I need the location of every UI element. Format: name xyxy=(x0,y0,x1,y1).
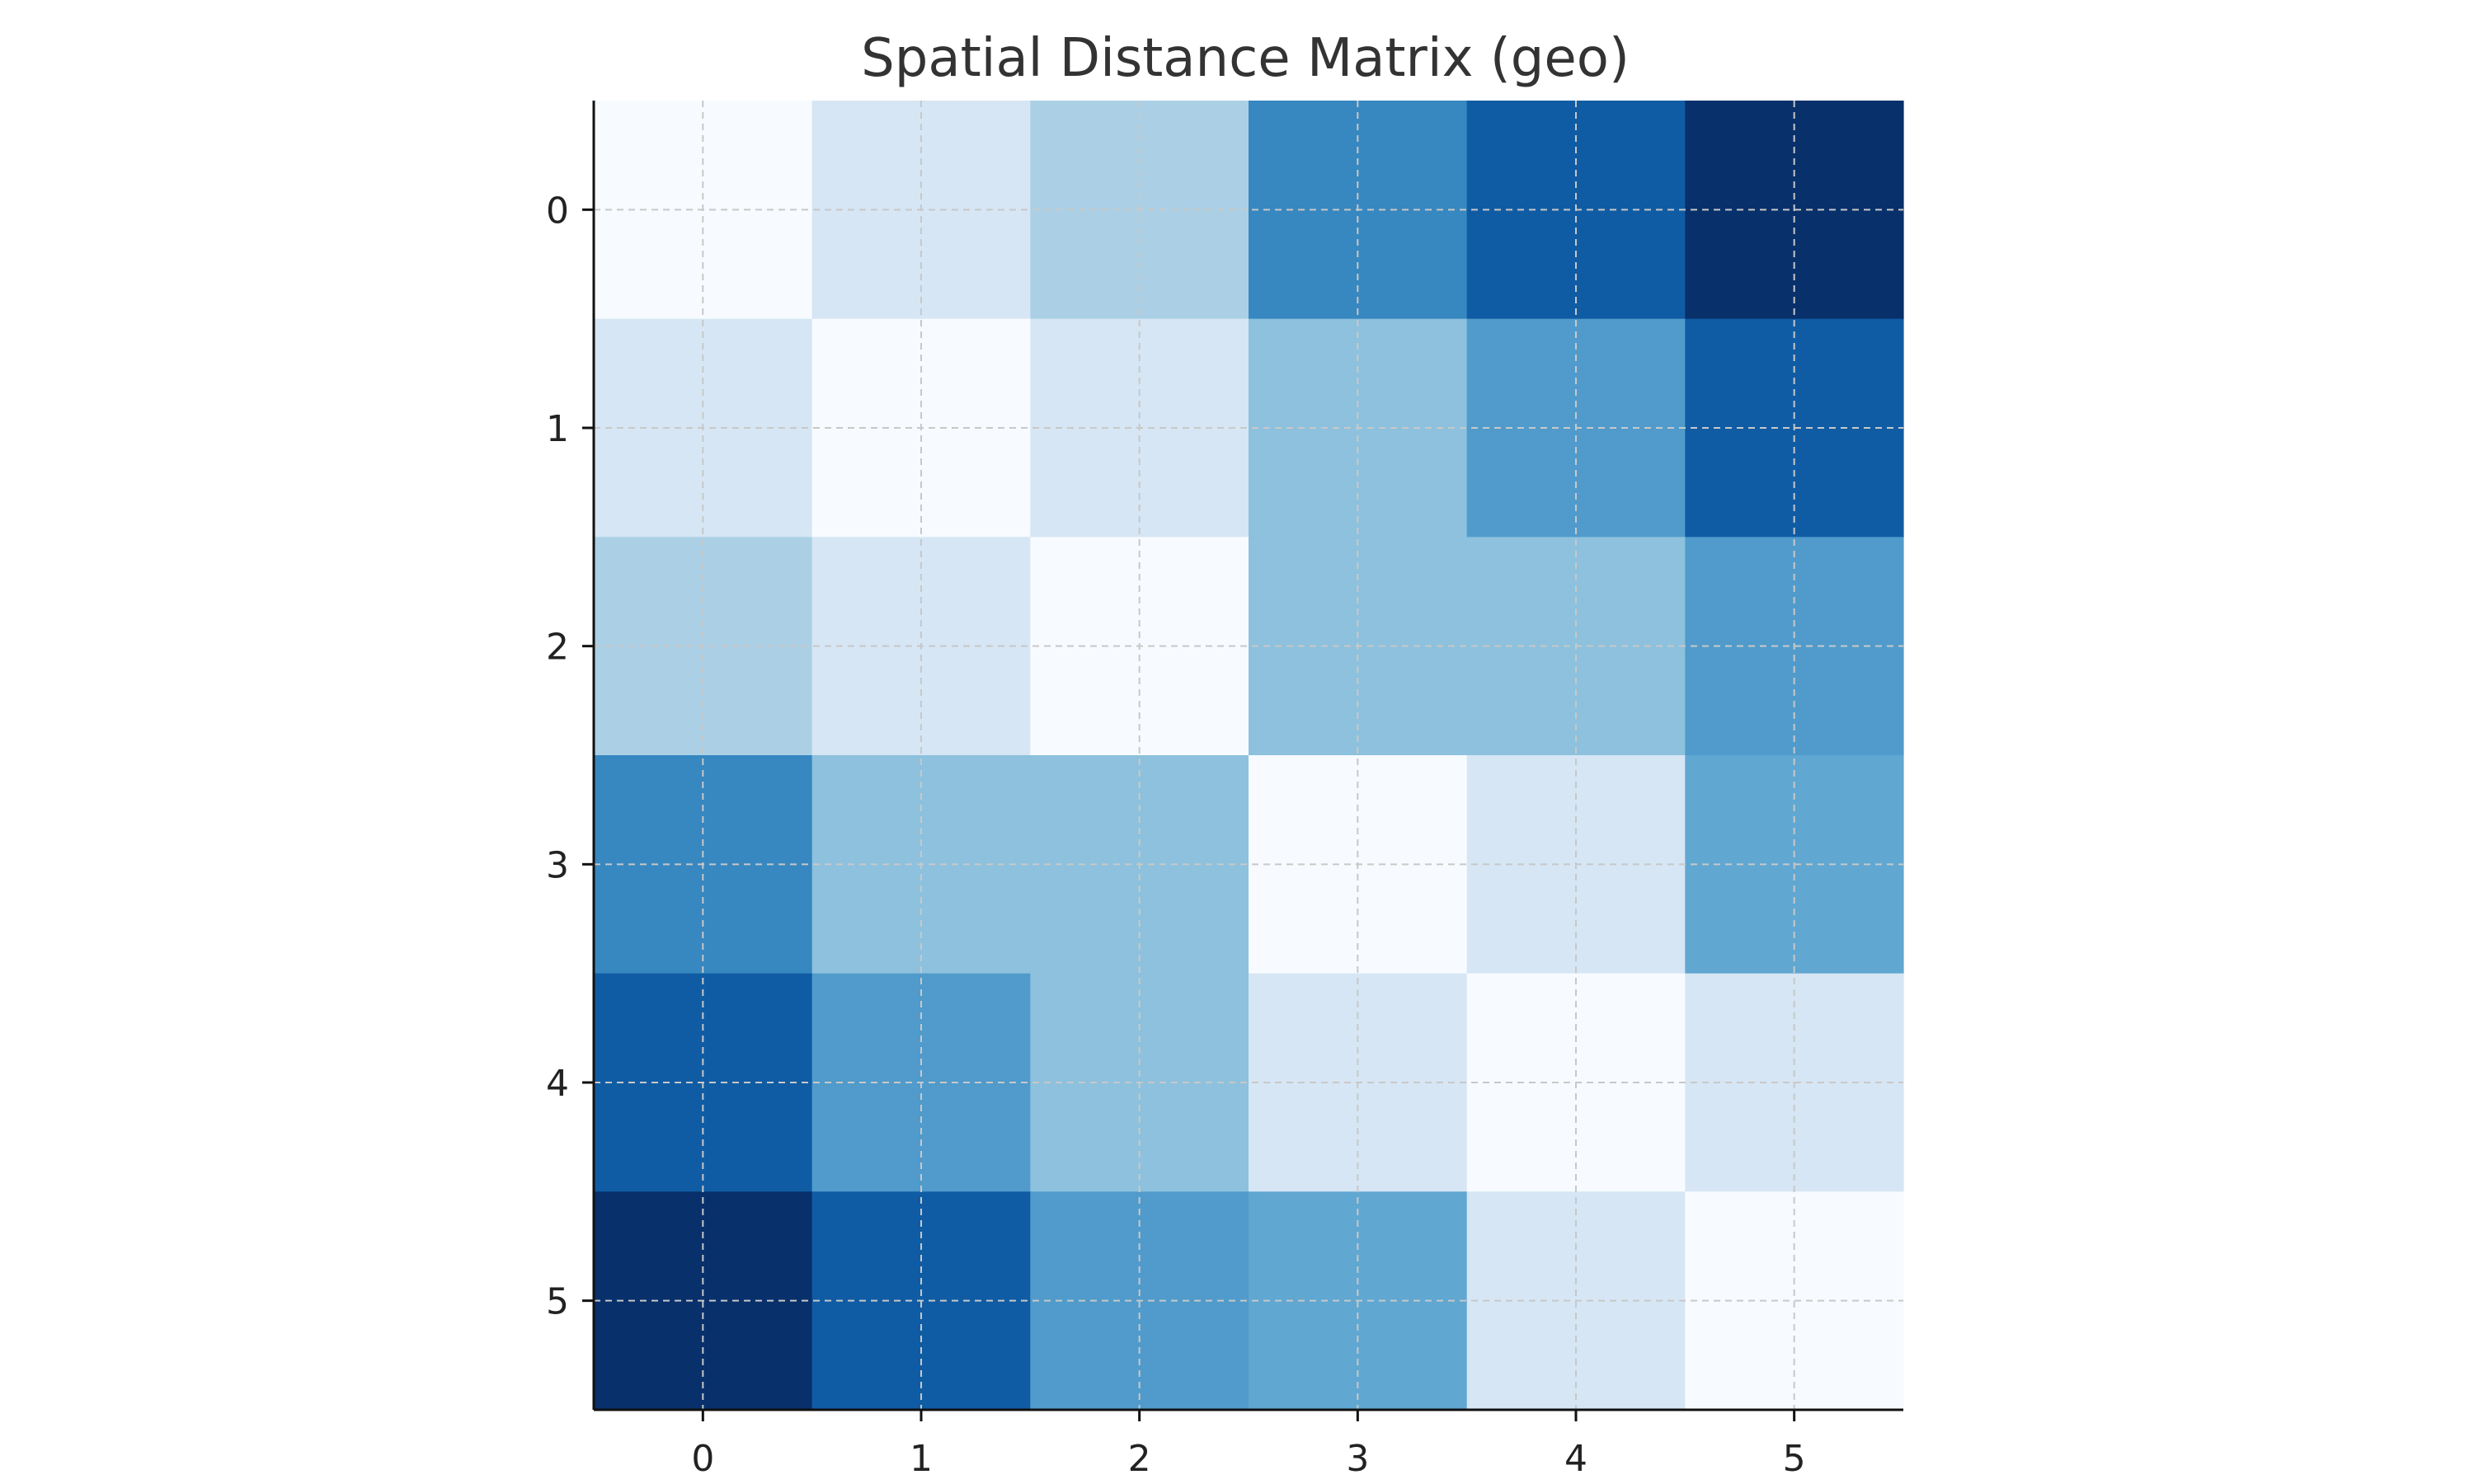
y-tick-label: 3 xyxy=(546,844,569,886)
x-tick-label: 1 xyxy=(910,1438,933,1480)
x-tick-label: 2 xyxy=(1128,1438,1151,1480)
axes xyxy=(592,101,1903,1411)
chart-title: Spatial Distance Matrix (geo) xyxy=(861,28,1630,89)
grid-lines xyxy=(594,101,1903,1410)
y-tick-label: 2 xyxy=(546,627,569,669)
y-tick-label: 1 xyxy=(546,408,569,450)
heatmap-cells xyxy=(594,101,1904,1411)
y-tick-label: 5 xyxy=(546,1281,569,1323)
x-tick-label: 3 xyxy=(1346,1438,1369,1480)
x-tick-label: 0 xyxy=(691,1438,714,1480)
x-tick-label: 5 xyxy=(1783,1438,1806,1480)
x-tick-label: 4 xyxy=(1564,1438,1587,1480)
x-axis-ticks: 0 1 2 3 4 5 xyxy=(691,1410,1806,1480)
y-tick-label: 0 xyxy=(546,190,569,232)
y-tick-label: 4 xyxy=(546,1063,569,1105)
y-axis-ticks: 0 1 2 3 4 5 xyxy=(546,190,594,1323)
